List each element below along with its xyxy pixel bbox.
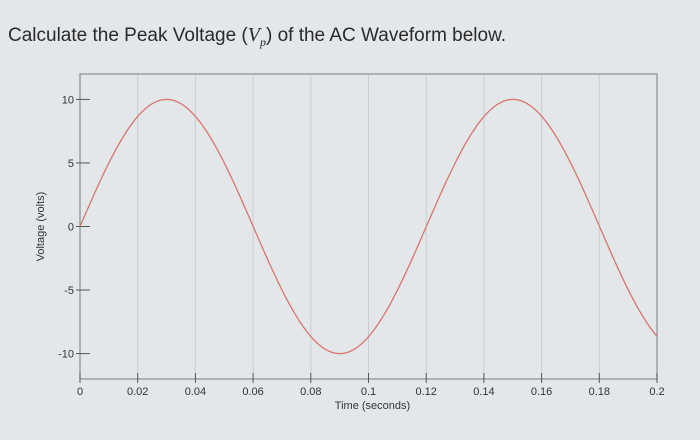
y-axis: 10 5 0 -5 -10: [58, 94, 90, 361]
sine-wave-series: [79, 98, 658, 355]
x-tick-label: 0.06: [242, 386, 263, 398]
x-tick-label: 0.08: [300, 386, 321, 398]
vertical-grid: [137, 74, 600, 379]
y-tick-label: 5: [68, 158, 74, 170]
x-tick-label: 0.2: [649, 386, 664, 398]
x-tick-label: 0.04: [185, 386, 206, 398]
x-tick-label: 0.16: [531, 386, 552, 398]
y-tick-label: -5: [64, 285, 74, 297]
x-axis-label: Time (seconds): [335, 400, 410, 412]
question-prefix: Calculate the Peak Voltage (: [8, 25, 248, 46]
question-text: Calculate the Peak Voltage (Vp) of the A…: [8, 24, 506, 50]
y-tick-label: -10: [58, 349, 74, 361]
vp-symbol: Vp: [247, 24, 266, 49]
x-tick-label: 0.02: [127, 386, 148, 398]
y-tick-label: 10: [62, 94, 74, 106]
x-tick-label: 0.14: [473, 386, 494, 398]
x-axis: 0 0.02 0.04 0.06 0.08 0.1 0.12 0.14 0.16 0.18 0.2: [77, 373, 665, 398]
x-tick-label: 0.1: [361, 386, 376, 398]
x-tick-label: 0: [77, 386, 83, 398]
y-axis-label: Voltage (volts): [35, 192, 47, 262]
x-tick-label: 0.18: [589, 386, 610, 398]
x-tick-label: 0.12: [415, 386, 436, 398]
question-suffix: ) of the AC Waveform below.: [265, 25, 507, 46]
y-tick-label: 0: [68, 222, 74, 234]
